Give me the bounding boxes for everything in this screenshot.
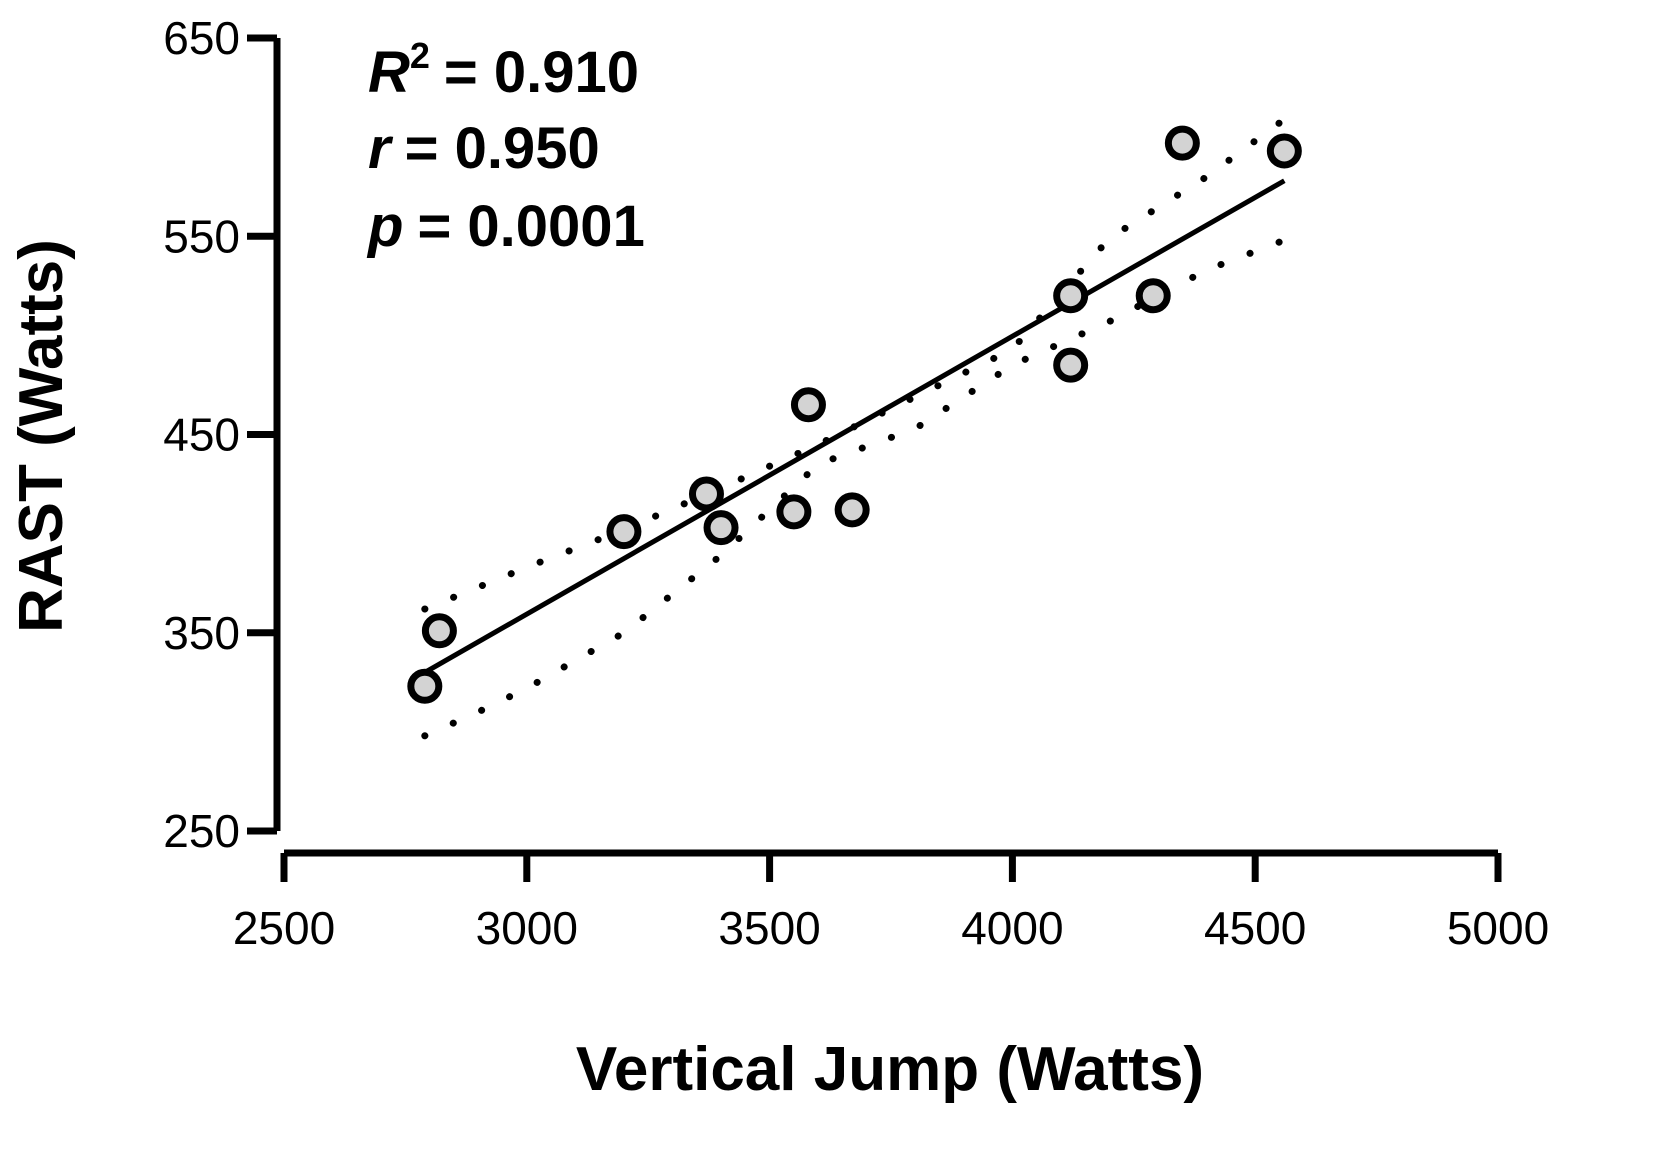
y-tick-label: 550	[163, 210, 240, 262]
p-value: = 0.0001	[417, 194, 644, 259]
data-point	[606, 514, 642, 550]
y-axis-ticks: 250 350 450 550 650	[163, 12, 277, 857]
data-point	[1135, 278, 1171, 314]
p-annotation: p = 0.0001	[366, 194, 645, 259]
x-axis-title: Vertical Jump (Watts)	[576, 1035, 1204, 1104]
x-tick-label: 2500	[233, 902, 335, 954]
p-symbol: p	[366, 194, 403, 259]
data-point	[688, 476, 724, 512]
r-value: = 0.950	[405, 116, 600, 181]
y-tick-label: 250	[163, 805, 240, 857]
data-point	[1053, 278, 1089, 314]
x-tick-label: 3000	[476, 902, 578, 954]
data-points	[407, 125, 1302, 704]
r-squared-superscript: 2	[410, 35, 430, 76]
x-tick-label: 3500	[718, 902, 820, 954]
y-tick-label: 350	[163, 607, 240, 659]
x-tick-label: 4000	[961, 902, 1063, 954]
x-axis-ticks: 2500 3000 3500 4000 4500 5000	[233, 853, 1549, 954]
x-tick-label: 4500	[1204, 902, 1306, 954]
y-axis-title: RAST (Watts)	[7, 239, 76, 633]
data-point	[407, 668, 443, 704]
r-annotation: r = 0.950	[368, 116, 600, 181]
data-point	[421, 613, 457, 649]
r-squared-value: = 0.910	[444, 40, 639, 105]
data-point	[790, 387, 826, 423]
upper-confidence-curve	[421, 115, 1288, 613]
data-point	[703, 510, 739, 546]
data-point	[1164, 125, 1200, 161]
r-symbol: r	[368, 116, 394, 181]
data-point	[834, 492, 870, 528]
data-point	[776, 494, 812, 530]
r-squared-symbol: R	[368, 40, 410, 105]
confidence-band	[421, 115, 1288, 740]
r-squared-annotation: R2 = 0.910	[368, 35, 639, 105]
regression-line	[423, 178, 1286, 675]
y-tick-label: 450	[163, 409, 240, 461]
data-point	[1266, 133, 1302, 169]
y-tick-label: 650	[163, 12, 240, 64]
data-point	[1053, 347, 1089, 383]
x-tick-label: 5000	[1447, 902, 1549, 954]
lower-confidence-curve	[421, 236, 1288, 740]
